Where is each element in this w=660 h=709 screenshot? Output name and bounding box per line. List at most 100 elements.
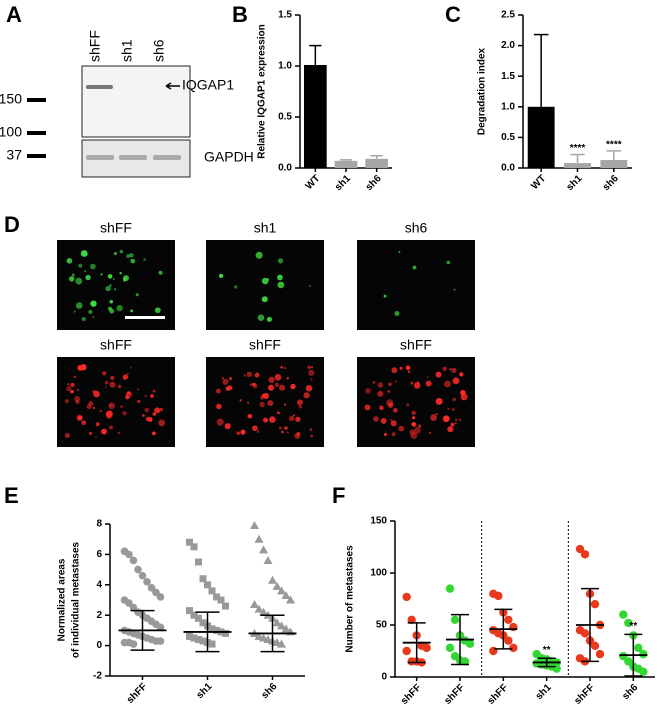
fluorescent-spot bbox=[159, 407, 163, 412]
fluorescent-spot bbox=[95, 436, 97, 438]
fluorescent-spot bbox=[86, 404, 92, 410]
data-point bbox=[254, 604, 264, 613]
data-point bbox=[465, 639, 475, 648]
fluorescent-spot bbox=[303, 392, 310, 399]
fluorescent-spot bbox=[411, 410, 416, 416]
protein-label: IQGAP1 bbox=[182, 77, 234, 93]
fluorescent-spot bbox=[296, 431, 301, 436]
fluorescent-spot bbox=[410, 381, 414, 385]
marker-bar bbox=[27, 131, 46, 135]
data-point bbox=[156, 593, 165, 601]
data-point bbox=[125, 550, 133, 559]
panel-letter: D bbox=[4, 212, 20, 237]
fluorescent-spot bbox=[77, 365, 83, 371]
protein-label: GAPDH bbox=[204, 149, 254, 165]
fluorescent-spot bbox=[454, 422, 457, 425]
fluorescent-spot bbox=[383, 432, 387, 436]
fluorescent-spot bbox=[261, 296, 268, 303]
fluorescent-spot bbox=[290, 383, 296, 390]
fluorescent-spot bbox=[247, 401, 250, 404]
fluorescent-spot bbox=[279, 426, 282, 430]
fluorescent-spot bbox=[85, 274, 91, 281]
y-tick-label: 8 bbox=[96, 519, 102, 530]
fluorescent-spot bbox=[277, 411, 280, 415]
fluorescent-spot bbox=[274, 382, 280, 387]
fluorescent-spot bbox=[116, 304, 123, 312]
data-point bbox=[186, 607, 193, 615]
y-tick-label: 2.5 bbox=[501, 10, 515, 21]
fluorescent-spot bbox=[426, 376, 429, 378]
fluorescent-spot bbox=[267, 400, 274, 407]
data-point bbox=[263, 555, 273, 564]
fluorescent-spot bbox=[68, 276, 75, 282]
bar bbox=[564, 163, 591, 168]
fluorescent-spot bbox=[406, 403, 410, 407]
y-tick-label: 0.0 bbox=[278, 163, 292, 174]
fluorescent-spot bbox=[295, 416, 301, 423]
data-point bbox=[277, 639, 286, 648]
fluorescent-spot bbox=[109, 381, 116, 388]
fluorescent-spot bbox=[224, 423, 231, 430]
y-tick-label: 2.0 bbox=[501, 40, 515, 51]
fluorescent-spot bbox=[462, 398, 465, 401]
fluorescent-spot bbox=[144, 407, 150, 413]
data-point bbox=[195, 614, 202, 622]
data-point bbox=[208, 587, 216, 595]
micrographs: shFF sh1 sh6 shFF shFF shFF bbox=[57, 220, 475, 447]
fluorescent-spot bbox=[267, 384, 275, 391]
micrograph-label: shFF bbox=[100, 337, 132, 353]
data-point bbox=[199, 619, 207, 627]
y-tick-label: 1.0 bbox=[278, 61, 292, 72]
data-point bbox=[619, 610, 628, 619]
fluorescent-spot bbox=[447, 408, 450, 410]
bar bbox=[365, 158, 389, 168]
fluorescent-spot bbox=[309, 428, 313, 431]
fluorescent-spot bbox=[383, 294, 387, 298]
fluorescent-spot bbox=[240, 429, 246, 435]
data-point bbox=[504, 615, 513, 624]
fluorescent-spot bbox=[122, 411, 127, 416]
fluorescent-spot bbox=[442, 366, 447, 371]
fluorescent-spot bbox=[228, 377, 233, 381]
fluorescent-spot bbox=[388, 382, 392, 387]
fluorescent-spot bbox=[391, 432, 396, 437]
fluorescent-spot bbox=[277, 281, 285, 289]
fluorescent-spot bbox=[373, 416, 379, 422]
data-point bbox=[277, 621, 286, 630]
fluorescent-spot bbox=[256, 430, 260, 433]
data-point bbox=[186, 632, 193, 640]
data-point bbox=[639, 649, 648, 659]
data-point bbox=[222, 629, 229, 637]
fluorescent-spot bbox=[257, 314, 265, 321]
y-axis-label: Degradation index bbox=[477, 47, 488, 135]
fluorescent-spot bbox=[452, 408, 455, 411]
fluorescent-spot bbox=[459, 372, 464, 377]
micrograph-label: shFF bbox=[249, 337, 281, 353]
fluorescent-spot bbox=[158, 419, 166, 427]
fluorescent-spot bbox=[130, 258, 136, 264]
fluorescent-spot bbox=[89, 263, 96, 270]
lane-label: shFF bbox=[87, 30, 103, 62]
fluorescent-spot bbox=[75, 302, 83, 309]
x-tick-label: shFF bbox=[442, 682, 467, 707]
y-axis-label: Number of metastases bbox=[345, 545, 356, 653]
fluorescent-spot bbox=[449, 368, 452, 371]
x-tick-label: shFF bbox=[572, 682, 597, 707]
fluorescent-spot bbox=[81, 316, 86, 322]
data-point bbox=[208, 625, 216, 633]
fluorescent-spot bbox=[446, 260, 451, 265]
fluorescent-spot bbox=[393, 408, 398, 413]
y-tick-label: 0.5 bbox=[278, 112, 292, 123]
data-point bbox=[138, 571, 147, 580]
data-point bbox=[504, 636, 513, 645]
mw-marker: 100 bbox=[0, 124, 22, 140]
fluorescent-spot bbox=[430, 414, 437, 421]
data-point bbox=[445, 643, 455, 653]
blot-band bbox=[86, 85, 113, 89]
fluorescent-spot bbox=[443, 380, 451, 388]
data-point bbox=[222, 602, 229, 610]
data-point bbox=[509, 643, 518, 653]
data-point bbox=[552, 664, 561, 673]
fluorescent-spot bbox=[143, 258, 146, 261]
fluorescent-spot bbox=[135, 293, 139, 297]
